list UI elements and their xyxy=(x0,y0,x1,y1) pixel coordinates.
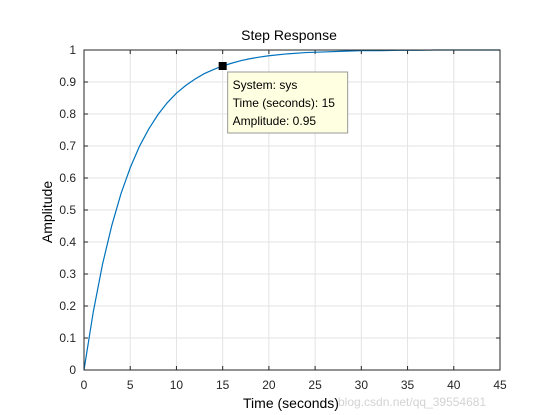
x-tick-label: 5 xyxy=(127,378,134,392)
x-axis-label: Time (seconds) xyxy=(243,395,339,411)
x-tick-labels: 0 5 10 15 20 25 30 35 40 45 xyxy=(81,378,507,392)
x-tick-label: 30 xyxy=(355,378,369,392)
datatip-amplitude-line: Amplitude: 0.95 xyxy=(233,114,317,128)
y-tick-labels: 0 0.1 0.2 0.3 0.4 0.5 0.6 0.7 0.8 0.9 1 xyxy=(59,43,76,377)
y-tick-label: 0.8 xyxy=(59,107,76,121)
datatip-system-line: System: sys xyxy=(233,78,298,92)
y-axis-label: Amplitude xyxy=(39,181,55,243)
axes-box xyxy=(83,49,501,371)
y-tick-label: 0.3 xyxy=(59,267,76,281)
datatip-marker[interactable] xyxy=(218,62,227,70)
x-tick-label: 40 xyxy=(447,378,461,392)
datatip[interactable]: System: sys Time (seconds): 15 Amplitude… xyxy=(218,62,349,134)
y-tick-label: 0.7 xyxy=(59,139,76,153)
y-tick-label: 0 xyxy=(69,363,76,377)
datatip-box xyxy=(227,71,349,134)
x-tick-label: 20 xyxy=(262,378,276,392)
y-tick-label: 0.5 xyxy=(59,203,76,217)
x-tick-label: 15 xyxy=(216,378,230,392)
y-tick-label: 0.9 xyxy=(59,75,76,89)
y-tick-label: 0.1 xyxy=(59,331,76,345)
x-tick-label: 0 xyxy=(81,378,88,392)
x-tick-label: 25 xyxy=(308,378,322,392)
x-tick-label: 45 xyxy=(493,378,507,392)
datatip-time-line: Time (seconds): 15 xyxy=(233,96,336,110)
x-tick-label: 35 xyxy=(401,378,415,392)
watermark: blog.csdn.net/qq_39554681 xyxy=(338,395,486,409)
x-tick-label: 10 xyxy=(170,378,184,392)
y-tick-label: 0.2 xyxy=(59,299,76,313)
y-tick-label: 0.4 xyxy=(59,235,76,249)
y-tick-label: 1 xyxy=(69,43,76,57)
chart-title: Step Response xyxy=(241,27,337,43)
y-tick-label: 0.6 xyxy=(59,171,76,185)
